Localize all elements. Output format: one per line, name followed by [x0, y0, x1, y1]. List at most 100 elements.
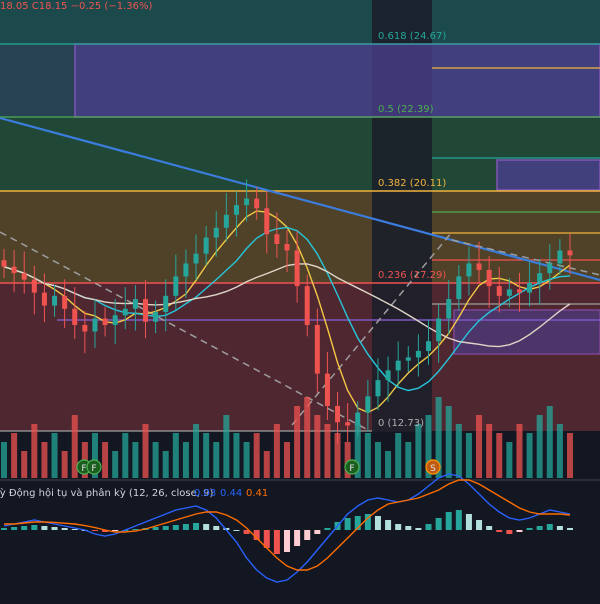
candle[interactable]	[557, 239, 563, 275]
candle[interactable]	[223, 193, 229, 242]
candle[interactable]	[21, 251, 27, 294]
candle[interactable]	[405, 346, 411, 373]
event-marker-4[interactable]: S	[425, 459, 441, 475]
candle[interactable]	[62, 279, 68, 328]
candle[interactable]	[82, 311, 88, 354]
candle[interactable]	[324, 351, 330, 420]
candle[interactable]	[143, 279, 148, 339]
candle[interactable]	[567, 233, 573, 275]
candle[interactable]	[264, 191, 270, 254]
volume-bar	[374, 442, 381, 478]
volume-bar	[445, 406, 452, 478]
candle[interactable]	[527, 261, 533, 307]
macd-histogram-bar	[385, 520, 392, 530]
macd-title: Phân kỳ Động hội tụ và phân kỳ (12, 26, …	[0, 487, 213, 499]
candle[interactable]	[1, 248, 7, 279]
candle[interactable]	[102, 307, 108, 337]
candle[interactable]	[92, 299, 98, 349]
macd-histogram-bar	[465, 514, 472, 530]
volume-bar	[455, 424, 462, 478]
volume-bar	[21, 451, 28, 478]
candle[interactable]	[466, 246, 472, 296]
candle[interactable]	[355, 401, 361, 437]
trendline-dashed-up[interactable]	[291, 231, 453, 426]
candle[interactable]	[385, 356, 391, 402]
candle[interactable]	[345, 403, 351, 443]
candle[interactable]	[132, 285, 138, 331]
macd-histogram-bar	[203, 524, 210, 530]
ma-mid-line[interactable]	[3, 226, 571, 392]
volume-bar	[435, 397, 442, 478]
candle[interactable]	[72, 287, 78, 339]
candle[interactable]	[274, 212, 280, 258]
macd-histogram-bar	[273, 530, 280, 554]
macd-histogram-bar	[253, 530, 260, 540]
event-marker-2[interactable]: F	[86, 459, 102, 475]
candle[interactable]	[375, 358, 381, 411]
candle[interactable]	[173, 254, 179, 310]
fib-label-0618: 0.618 (24.67)	[378, 31, 446, 42]
candle[interactable]	[304, 274, 310, 337]
candle[interactable]	[335, 392, 341, 444]
candle[interactable]	[183, 249, 189, 299]
fib-label-05: 0.5 (22.39)	[378, 104, 434, 115]
volume-bar	[506, 442, 513, 478]
volume-bar	[354, 424, 361, 478]
candle[interactable]	[446, 279, 452, 336]
candle[interactable]	[426, 319, 431, 365]
candle[interactable]	[516, 272, 522, 312]
macd-value: 0.03	[194, 488, 216, 499]
volume-bar	[223, 415, 230, 478]
volume-bar	[233, 433, 240, 478]
fib-zone-top	[0, 0, 600, 45]
volume-bar	[243, 442, 250, 478]
candle[interactable]	[415, 334, 421, 377]
candle[interactable]	[52, 284, 58, 317]
volume-bar	[142, 424, 149, 478]
candle[interactable]	[486, 255, 492, 308]
candle[interactable]	[112, 298, 118, 345]
candle[interactable]	[365, 379, 371, 432]
macd-histogram-bar	[415, 528, 422, 530]
event-marker-3[interactable]: F	[344, 459, 360, 475]
ohlc-readout: 18.05 C18.15 −0.25 (−1.36%)	[0, 1, 152, 12]
macd-histogram-bar	[476, 520, 483, 530]
purple-box-right[interactable]	[496, 159, 600, 191]
macd-histogram-bar	[11, 527, 18, 530]
candle[interactable]	[203, 226, 209, 266]
candle[interactable]	[244, 179, 250, 222]
candle[interactable]	[294, 231, 300, 303]
candle[interactable]	[213, 211, 219, 257]
candle[interactable]	[233, 191, 239, 237]
candle[interactable]	[537, 259, 543, 305]
purple-box-lower[interactable]	[453, 309, 600, 355]
macd-pane[interactable]	[1, 473, 573, 583]
signal-line[interactable]	[4, 479, 571, 571]
candle[interactable]	[193, 234, 199, 280]
candle[interactable]	[506, 278, 512, 308]
volume-bar	[496, 433, 503, 478]
trendline-dashed-right[interactable]	[451, 239, 600, 276]
candle[interactable]	[284, 230, 290, 273]
candle[interactable]	[163, 279, 169, 332]
candle[interactable]	[314, 308, 320, 393]
trendline-blue[interactable]	[0, 116, 600, 282]
macd-line[interactable]	[3, 473, 571, 583]
candle[interactable]	[122, 287, 128, 330]
candle[interactable]	[456, 265, 462, 311]
candle[interactable]	[436, 304, 442, 363]
candle[interactable]	[11, 250, 17, 293]
candle[interactable]	[41, 273, 47, 323]
purple-box-upper[interactable]	[74, 43, 600, 118]
volume-bar	[132, 442, 139, 478]
candle[interactable]	[496, 266, 502, 313]
candle[interactable]	[31, 265, 37, 315]
macd-histogram-bar	[374, 516, 381, 530]
candle[interactable]	[395, 341, 401, 387]
candle[interactable]	[547, 244, 553, 290]
candle[interactable]	[153, 300, 159, 334]
macd-histogram-bar	[152, 527, 159, 530]
candle[interactable]	[254, 187, 260, 220]
candle[interactable]	[476, 241, 482, 284]
